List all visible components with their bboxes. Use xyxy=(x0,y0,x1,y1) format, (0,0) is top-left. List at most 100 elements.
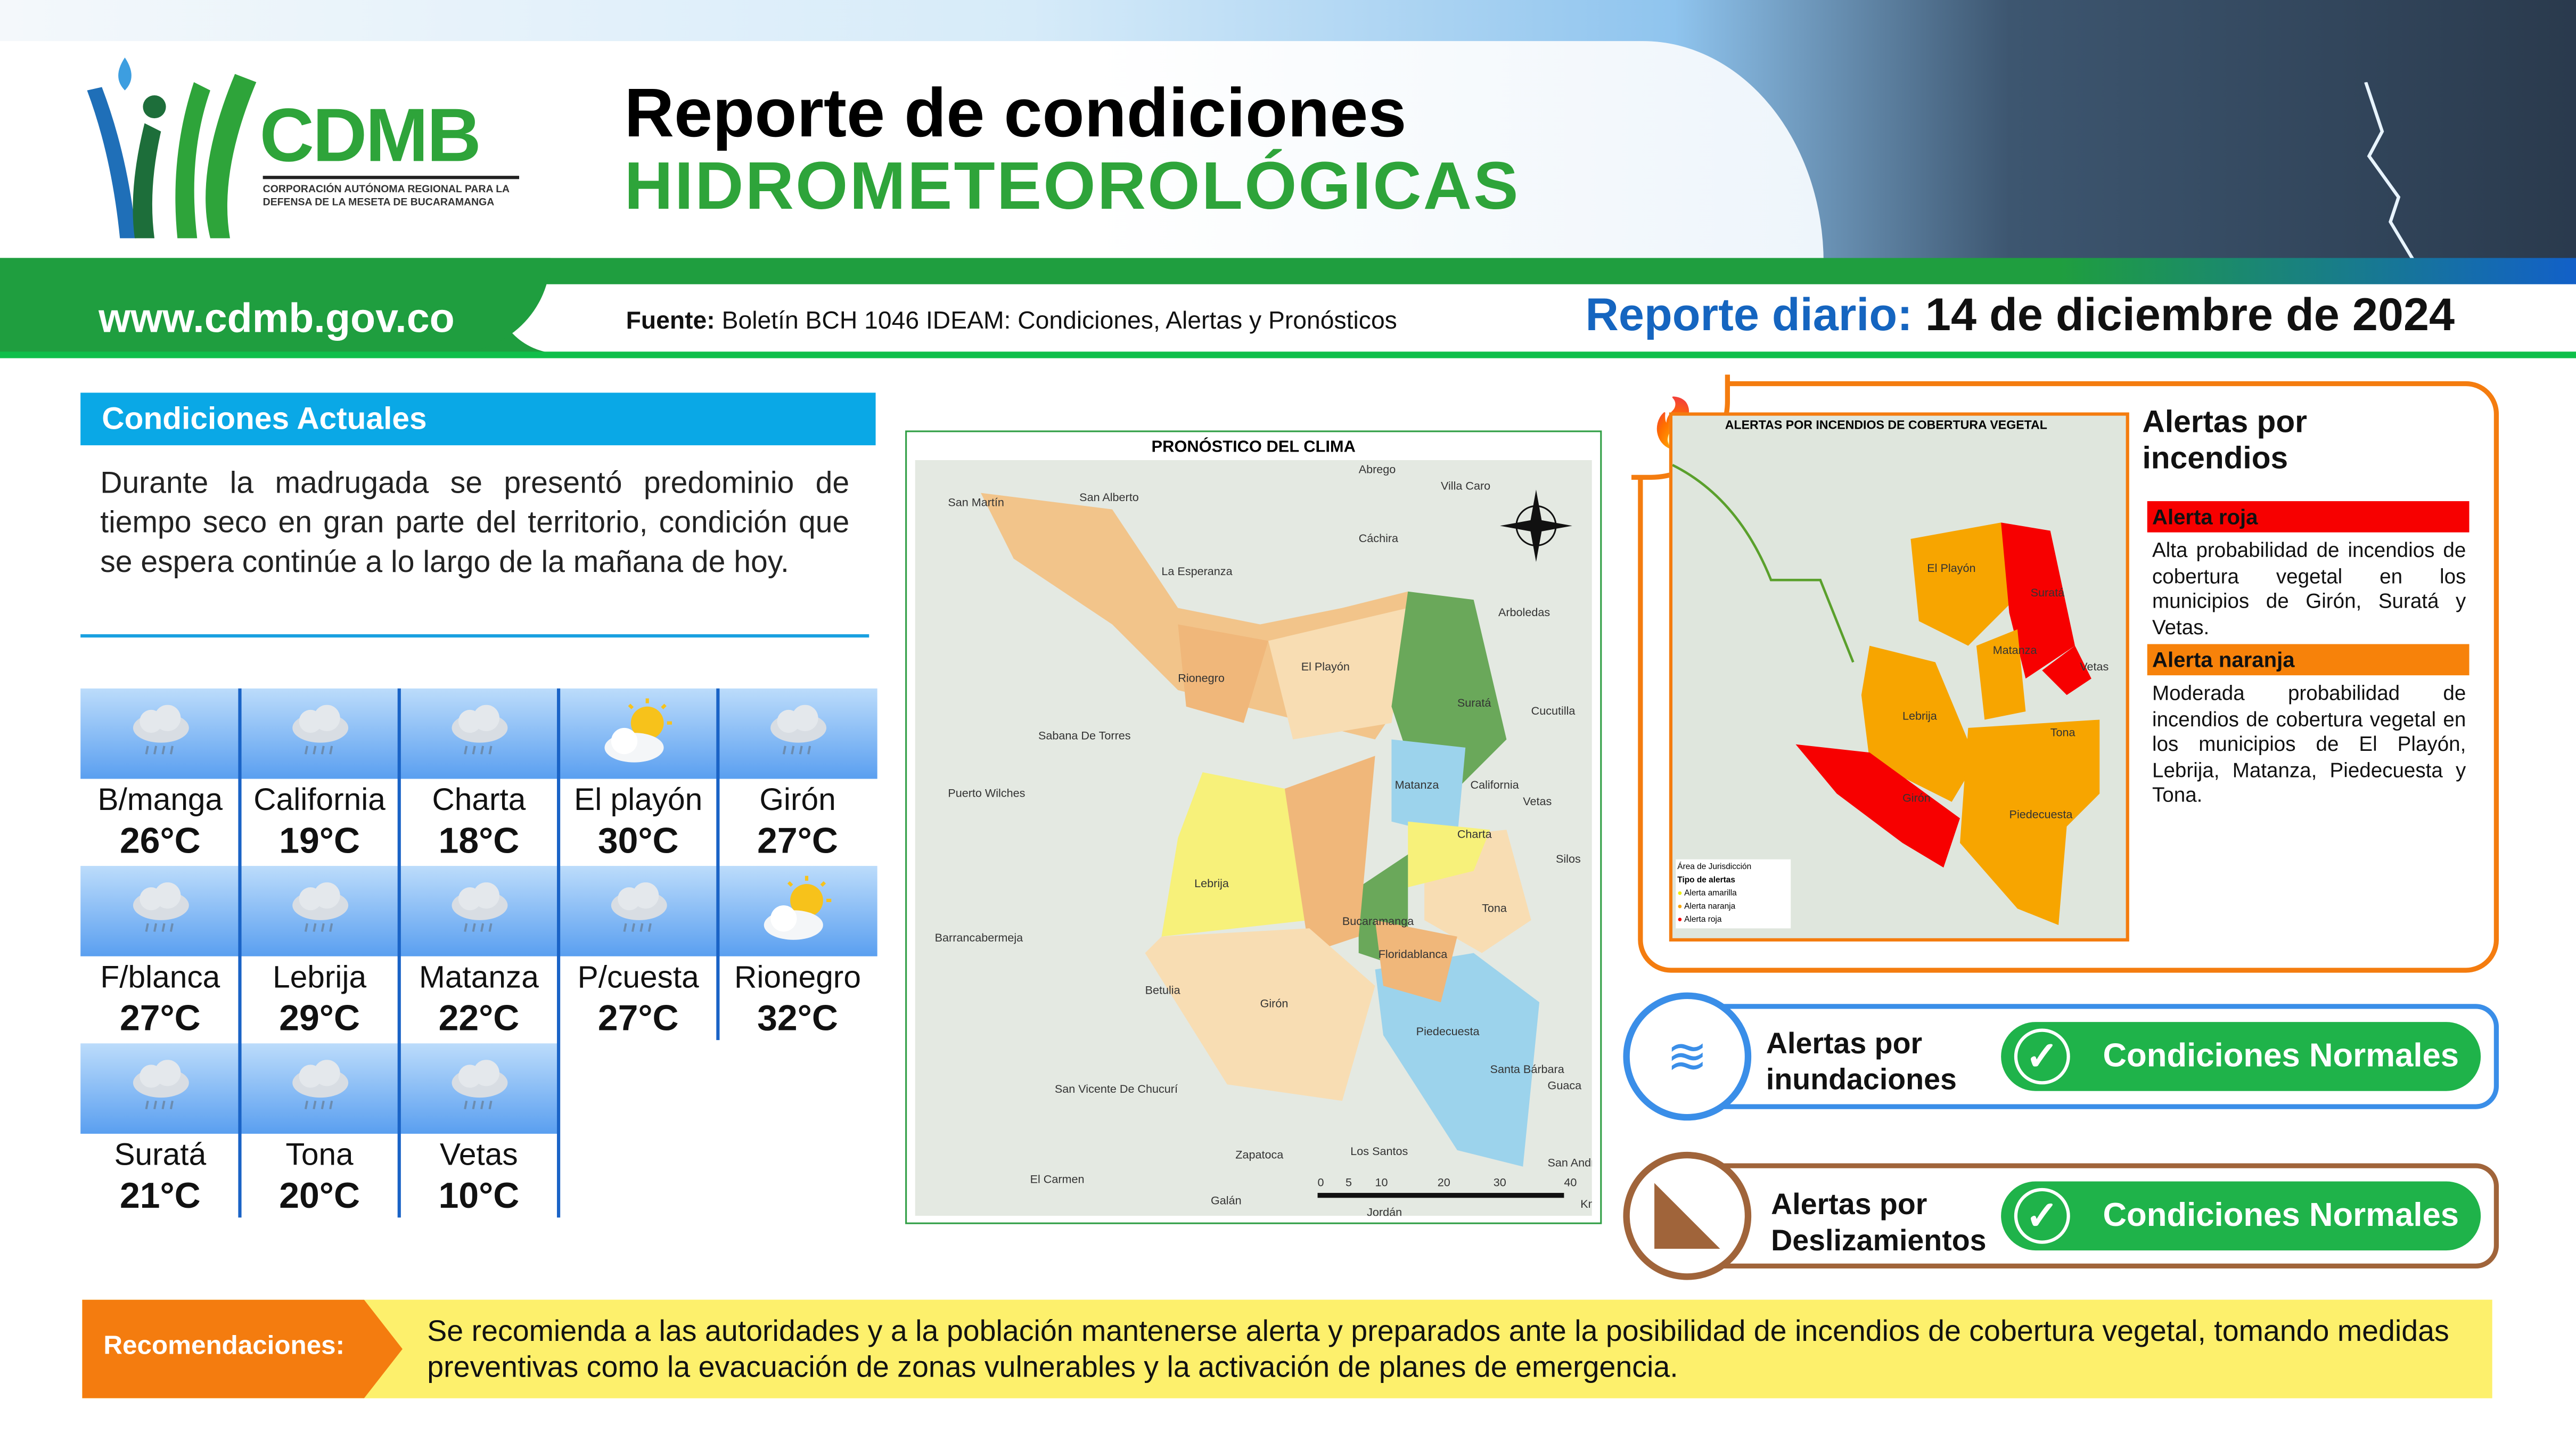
rain-cloud-icon xyxy=(240,688,399,779)
municipality-name: California xyxy=(253,783,385,818)
municipality-name: Charta xyxy=(432,783,526,818)
fire-map-title: ALERTAS POR INCENDIOS DE COBERTURA VEGET… xyxy=(1725,417,2047,432)
map-place-label: Betulia xyxy=(1145,984,1180,997)
svg-text:Girón: Girón xyxy=(1902,791,1931,805)
map-scale-label: 10 xyxy=(1375,1176,1388,1189)
title-line1: Reporte de condiciones xyxy=(624,73,1407,151)
map-place-label: Vetas xyxy=(1523,795,1552,808)
rain-cloud-icon xyxy=(559,866,718,956)
legend-type-title: Tipo de alertas xyxy=(1677,875,1735,886)
temperature: 32°C xyxy=(757,997,838,1039)
red-alert-label: Alerta roja xyxy=(2147,501,2470,533)
website-link[interactable]: www.cdmb.gov.co xyxy=(99,296,455,342)
map-place-label: La Esperanza xyxy=(1161,564,1232,578)
landslide-alerts-title: Alertas por Deslizamientos xyxy=(1771,1188,1987,1257)
weather-cell: Vetas 10°C xyxy=(399,1043,559,1221)
temperature: 27°C xyxy=(120,997,201,1039)
section-divider xyxy=(80,634,869,638)
landslide-status: Condiciones Normales xyxy=(2103,1197,2459,1233)
legend-red: ● Alerta roja xyxy=(1677,915,1722,926)
fire-alerts-title: Alertas por incendios xyxy=(2142,406,2308,477)
municipality-name: B/manga xyxy=(97,783,223,818)
map-place-label: El Carmen xyxy=(1030,1173,1085,1186)
report-date-value: 14 de diciembre de 2024 xyxy=(1925,289,2455,340)
temperature: 30°C xyxy=(597,820,679,861)
svg-text:Vetas: Vetas xyxy=(2080,660,2109,673)
red-alert-text: Alta probabilidad de incendios de cobert… xyxy=(2152,539,2466,638)
grid-divider xyxy=(556,688,561,1218)
report-date: Reporte diario: 14 de diciembre de 2024 xyxy=(1586,289,2455,342)
temperature: 20°C xyxy=(279,1175,360,1216)
temperature: 29°C xyxy=(279,997,360,1039)
map-place-label: San Alberto xyxy=(1079,490,1139,504)
flood-alerts-title: Alertas por inundaciones xyxy=(1766,1027,1957,1096)
logo-divider xyxy=(262,176,520,179)
logo-figures-icon xyxy=(87,57,257,239)
municipality-name: El playón xyxy=(574,783,703,818)
recommendations-label: Recomendaciones: xyxy=(103,1332,345,1361)
svg-text:El Playón: El Playón xyxy=(1927,561,1975,575)
temperature: 27°C xyxy=(597,997,679,1039)
temperature: 27°C xyxy=(757,820,838,861)
map-place-label: Piedecuesta xyxy=(1416,1025,1480,1038)
map-place-label: Suratá xyxy=(1457,696,1491,709)
flood-status: Condiciones Normales xyxy=(2103,1037,2459,1074)
check-icon: ✓ xyxy=(2014,1028,2070,1085)
temperature: 10°C xyxy=(438,1175,520,1216)
temperature: 21°C xyxy=(120,1175,201,1216)
weather-cell: Girón 27°C xyxy=(718,688,877,866)
title-line2: HIDROMETEOROLÓGICAS xyxy=(624,148,1520,224)
map-place-label: California xyxy=(1471,778,1519,791)
svg-text:Lebrija: Lebrija xyxy=(1902,709,1937,722)
temperature: 18°C xyxy=(438,820,520,861)
map-place-label: Jordán xyxy=(1367,1205,1402,1216)
current-conditions-text: Durante la madrugada se presentó predomi… xyxy=(100,465,850,579)
temperature: 19°C xyxy=(279,820,360,861)
svg-text:Matanza: Matanza xyxy=(1993,643,2037,657)
map-place-label: Sabana De Torres xyxy=(1038,728,1131,742)
map-place-label: Abrego xyxy=(1359,463,1396,476)
municipality-name: Vetas xyxy=(440,1139,518,1174)
weather-cell: Charta 18°C xyxy=(399,688,559,866)
header-card xyxy=(0,41,1824,263)
forecast-map-title: PRONÓSTICO DEL CLIMA xyxy=(1151,438,1356,457)
legend-yellow: ● Alerta amarilla xyxy=(1677,889,1737,899)
current-conditions-title: Condiciones Actuales xyxy=(80,392,876,446)
map-scale-label: 5 xyxy=(1346,1176,1352,1189)
weather-cell: F/blanca 27°C xyxy=(80,866,240,1043)
recommendations-text: Se recomienda a las autoridades y a la p… xyxy=(427,1314,2449,1383)
rain-cloud-icon xyxy=(240,866,399,956)
map-place-label: Lebrija xyxy=(1194,877,1229,890)
rain-cloud-icon xyxy=(80,688,240,779)
municipality-name: Tona xyxy=(285,1139,354,1174)
forecast-map: PRONÓSTICO DEL CLIMA San Martín San Alber… xyxy=(905,430,1602,1224)
map-place-label: Bucaramanga xyxy=(1342,914,1414,928)
map-place-label: San Martín xyxy=(948,495,1004,509)
check-icon: ✓ xyxy=(2014,1188,2070,1244)
rain-cloud-icon xyxy=(399,866,559,956)
forecast-map-labels: San Martín San Alberto Abrego Villa Caro Các… xyxy=(935,463,1592,1216)
legend-orange: ● Alerta naranja xyxy=(1677,902,1736,912)
map-place-label: Los Santos xyxy=(1350,1144,1408,1158)
weather-cell: Lebrija 29°C xyxy=(240,866,399,1043)
svg-text:Tona: Tona xyxy=(2050,725,2075,739)
temperature: 22°C xyxy=(438,997,520,1039)
weather-cell: B/manga 26°C xyxy=(80,688,240,866)
fire-map-legend: Área de Jurisdicción Tipo de alertas ● A… xyxy=(1676,859,1791,929)
map-scale-label: 20 xyxy=(1438,1176,1450,1189)
municipality-name: F/blanca xyxy=(100,961,220,996)
cdmb-logo: CDMB CORPORACIÓN AUTÓNOMA REGIONAL PARA … xyxy=(79,57,522,242)
map-place-label: San Vicente De Chucurí xyxy=(1055,1082,1178,1095)
grid-divider xyxy=(397,688,401,1218)
municipality-name: Lebrija xyxy=(273,961,367,996)
fire-map: ALERTAS POR INCENDIOS DE COBERTURA VEGET… xyxy=(1669,412,2129,942)
rain-cloud-icon xyxy=(80,1043,240,1134)
report-label: Reporte diario: xyxy=(1585,289,1913,340)
map-place-label: Tona xyxy=(1482,901,1507,914)
map-place-label: Floridablanca xyxy=(1379,947,1448,961)
legend-jurisdiction: Área de Jurisdicción xyxy=(1677,862,1752,873)
municipality-name: Rionegro xyxy=(734,961,861,996)
map-place-label: Barrancabermeja xyxy=(935,931,1023,944)
source-text: Fuente: Boletín BCH 1046 IDEAM: Condicio… xyxy=(626,307,1397,335)
map-scale-label: 40 xyxy=(1564,1176,1577,1189)
